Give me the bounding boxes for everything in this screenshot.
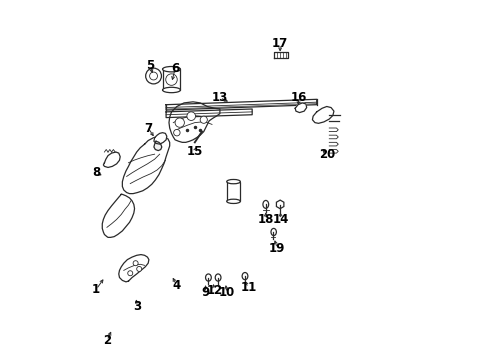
Polygon shape [295,103,307,113]
Circle shape [149,72,157,80]
Text: 18: 18 [258,213,274,226]
Text: 6: 6 [171,62,179,75]
Circle shape [166,74,177,85]
Ellipse shape [163,87,180,93]
Ellipse shape [227,180,240,184]
Text: 12: 12 [206,284,222,297]
Text: 16: 16 [291,91,307,104]
Circle shape [128,271,133,276]
Ellipse shape [163,67,180,72]
Polygon shape [166,99,317,110]
Text: 1: 1 [92,283,100,296]
Ellipse shape [242,273,248,280]
Text: 9: 9 [201,287,210,300]
Polygon shape [166,109,252,118]
Polygon shape [122,136,170,194]
Text: 4: 4 [173,279,181,292]
Text: 7: 7 [144,122,152,135]
Text: 20: 20 [319,148,336,161]
Circle shape [137,266,142,271]
Text: 11: 11 [241,281,257,294]
Circle shape [187,112,196,121]
Text: 2: 2 [103,334,111,347]
Ellipse shape [271,228,276,235]
Ellipse shape [215,274,221,281]
Circle shape [133,261,138,266]
Text: 10: 10 [219,287,235,300]
Circle shape [173,130,180,136]
Ellipse shape [205,274,211,281]
Text: 15: 15 [187,145,203,158]
Ellipse shape [227,199,240,203]
Bar [227,181,240,201]
Circle shape [146,68,161,84]
Text: 17: 17 [272,37,288,50]
Polygon shape [313,107,334,123]
Text: 19: 19 [269,242,286,255]
Polygon shape [119,255,149,282]
Text: 5: 5 [146,59,154,72]
Circle shape [175,118,184,127]
Circle shape [200,116,207,123]
Text: 8: 8 [92,166,100,179]
Polygon shape [102,194,135,237]
Polygon shape [169,102,220,142]
Polygon shape [154,141,162,150]
Polygon shape [103,152,120,167]
Polygon shape [274,51,288,58]
Polygon shape [154,133,167,144]
Text: 3: 3 [133,300,142,313]
Text: 14: 14 [272,213,289,226]
Bar [163,69,180,90]
Text: 13: 13 [212,91,228,104]
Ellipse shape [263,201,269,208]
